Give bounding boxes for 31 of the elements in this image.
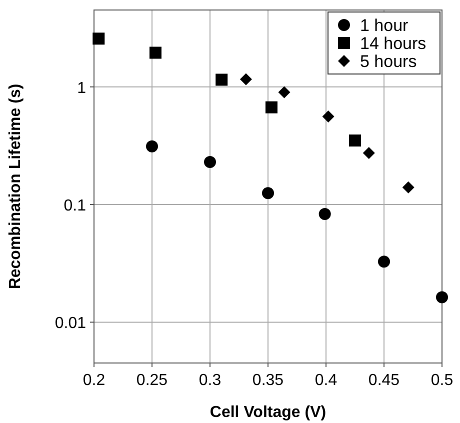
point [92,32,105,45]
point [362,147,375,160]
legend-label: 5 hours [360,52,417,71]
point [204,156,216,168]
x-tick-label: 0.45 [368,372,400,389]
point [149,46,162,59]
x-axis-title: Cell Voltage (V) [210,404,326,421]
point [318,208,331,220]
x-tick-label: 0.4 [314,372,338,389]
point [436,291,448,304]
point [378,256,390,268]
point [402,181,414,194]
point [322,110,334,122]
point [240,73,252,86]
x-tick-label: 0.25 [136,372,168,389]
point [265,101,278,114]
point [146,140,158,152]
point [216,74,228,86]
y-tick-label: 1 [77,80,86,97]
x-tick-label: 0.5 [430,372,454,389]
x-tick-label: 0.3 [198,372,222,389]
point [278,86,290,98]
x-tick-label: 0.35 [252,372,284,389]
x-tick-label: 0.2 [82,372,106,389]
y-tick-label: 0.1 [64,198,86,215]
point [262,187,274,200]
y-tick-label: 0.01 [54,315,86,332]
legend-label: 1 hour [360,16,409,35]
point [349,134,361,147]
legend-label: 14 hours [360,34,426,53]
y-axis-title: Recombination Lifetime (s) [7,84,24,290]
